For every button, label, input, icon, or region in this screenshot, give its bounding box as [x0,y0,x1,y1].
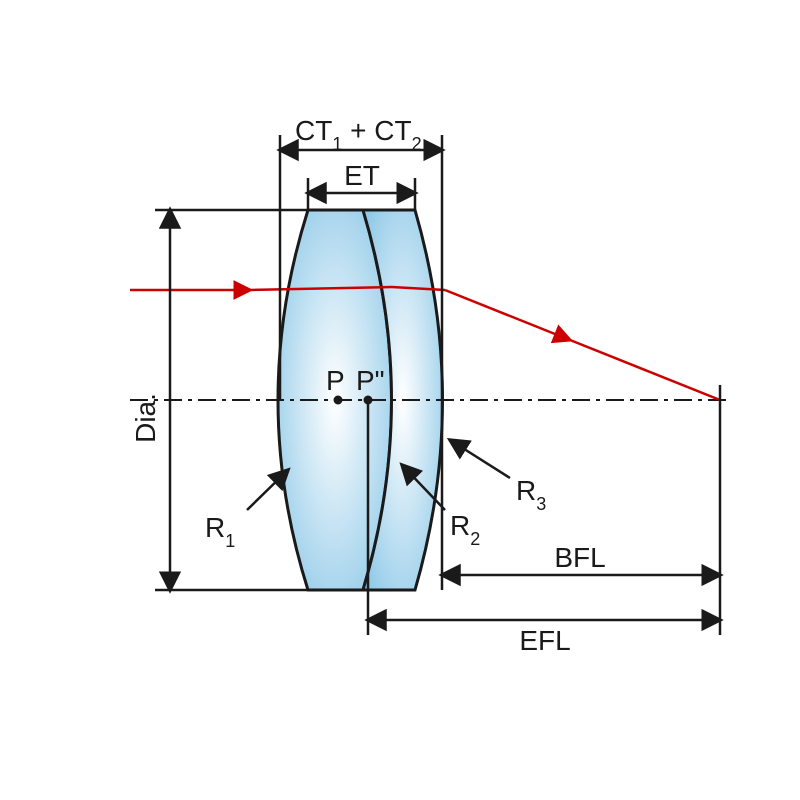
svg-text:R2: R2 [450,510,480,549]
label-p: P [326,365,345,396]
svg-text:ET: ET [344,160,380,191]
svg-text:BFL: BFL [554,542,605,573]
svg-text:R3: R3 [516,475,546,514]
dimension-et: ET [308,160,415,210]
svg-text:CT1 + CT2: CT1 + CT2 [295,115,422,154]
svg-text:Dia.: Dia. [130,393,161,443]
dimension-bfl: BFL [442,542,720,575]
svg-text:R1: R1 [205,512,235,551]
label-p2: P" [356,365,385,396]
callout-r1: R1 [205,470,288,551]
callout-r3: R3 [450,440,546,514]
svg-text:EFL: EFL [519,625,570,656]
principal-point-p [334,396,343,405]
